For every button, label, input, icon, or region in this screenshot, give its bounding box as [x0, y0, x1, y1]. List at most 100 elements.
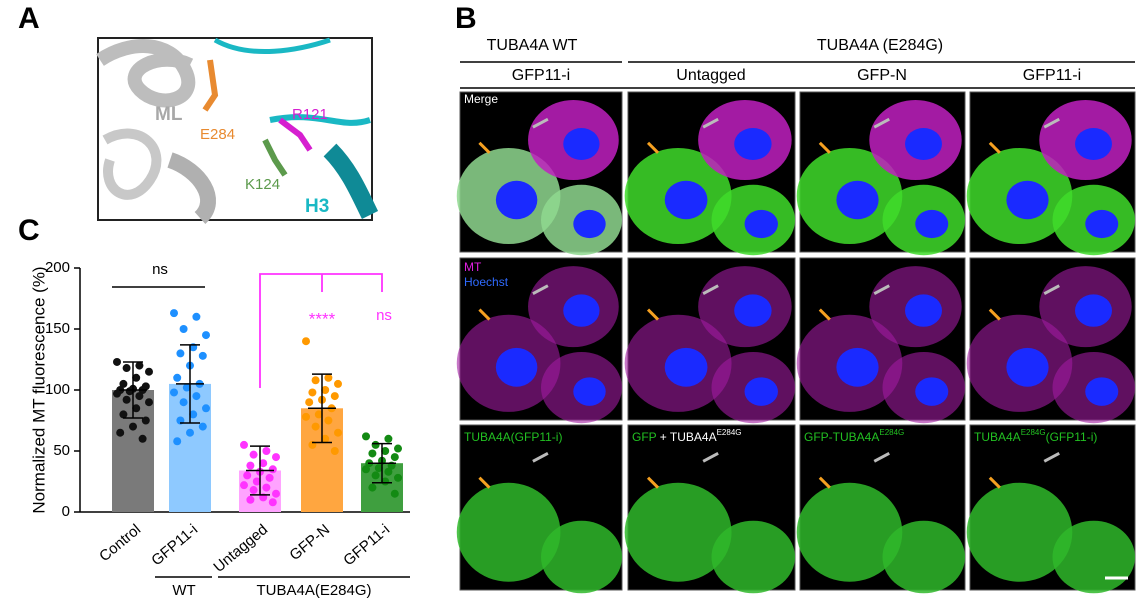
panel-label: B	[455, 2, 477, 35]
nucleus	[744, 377, 778, 406]
arrow	[988, 141, 1001, 154]
data-point	[259, 459, 268, 468]
arrow	[478, 476, 491, 489]
data-point	[265, 473, 274, 482]
data-point	[240, 481, 248, 490]
data-point	[311, 422, 320, 431]
data-point	[272, 453, 280, 462]
data-point	[321, 434, 330, 443]
arrow	[532, 451, 549, 463]
nucleus	[905, 294, 942, 327]
group-label: TUBA4A(E284G)	[256, 582, 371, 599]
arrow	[1043, 284, 1060, 295]
data-point	[390, 489, 399, 498]
arrow	[478, 141, 491, 154]
arrow	[873, 284, 890, 295]
structure-label: E284	[200, 126, 235, 143]
annotation: ****	[309, 309, 336, 328]
arrow	[1043, 451, 1060, 463]
nucleus	[495, 180, 538, 220]
arrow	[532, 117, 549, 129]
data-point	[381, 447, 390, 455]
nucleus	[1006, 347, 1049, 387]
group-header: TUBA4A (E284G)	[817, 37, 943, 54]
data-point	[240, 440, 248, 449]
x-tick-label: GFP11-i	[340, 521, 393, 569]
x-tick-label: Untagged	[210, 521, 271, 576]
label-part: E284G	[1021, 428, 1046, 437]
cell	[882, 520, 965, 594]
cells	[966, 482, 1135, 594]
column-header: GFP-N	[857, 67, 907, 84]
channel-label: TUBA4A(GFP11-i)	[464, 430, 562, 444]
micrograph-labels: Merge MT Hoechst TUBA4A(GFP11-i) GFP + T…	[464, 92, 1097, 444]
label-part: + TUBA4A	[656, 430, 716, 444]
data-point	[249, 450, 258, 459]
structure-label: H3	[305, 196, 329, 217]
data-point	[394, 473, 402, 482]
cells	[456, 482, 622, 594]
nucleus	[664, 180, 708, 220]
cells	[796, 100, 965, 256]
data-point	[141, 416, 150, 425]
data-point	[384, 434, 393, 443]
data-point	[324, 416, 333, 425]
data-point	[173, 437, 182, 446]
cells	[966, 266, 1135, 424]
arrow	[702, 451, 719, 463]
label-part: GFP	[632, 430, 657, 444]
data-point	[202, 404, 210, 413]
cells	[796, 266, 965, 424]
data-point	[132, 404, 141, 413]
nucleus	[573, 377, 606, 406]
data-point	[311, 376, 320, 385]
data-point	[122, 395, 131, 404]
data-point	[243, 471, 252, 480]
nucleus	[1075, 128, 1112, 160]
data-point	[368, 449, 377, 458]
label-part: TUBA4A(GFP11-i)	[464, 430, 562, 444]
data-point	[368, 483, 377, 492]
x-tick-label: GFP-N	[286, 521, 333, 564]
annotation: ns	[376, 307, 392, 324]
data-point	[330, 447, 339, 455]
data-point	[246, 461, 255, 470]
data-point	[262, 447, 271, 455]
data-point	[302, 412, 310, 421]
data-point	[302, 337, 310, 346]
label-part: GFP-TUBA4A	[804, 430, 879, 444]
data-point	[138, 434, 147, 443]
data-point	[179, 398, 188, 407]
cell	[1052, 520, 1135, 594]
y-tick-label: 150	[45, 320, 70, 337]
column-header: GFP11-i	[1023, 67, 1081, 84]
data-point	[330, 392, 339, 401]
data-point	[119, 410, 128, 419]
data-point	[314, 410, 323, 419]
arrow	[646, 476, 660, 489]
arrow	[873, 117, 890, 129]
arrow	[1043, 117, 1060, 129]
data-point	[381, 477, 390, 486]
data-point	[135, 392, 144, 401]
data-point	[113, 389, 121, 398]
structure-label: K124	[245, 176, 280, 193]
y-tick-label: 50	[53, 442, 70, 459]
data-point	[176, 349, 185, 358]
label-part: E284G	[717, 428, 742, 437]
channel-label: Hoechst	[464, 275, 509, 289]
data-point	[186, 428, 194, 437]
cell	[541, 520, 622, 594]
nucleus	[915, 209, 949, 239]
column-header: GFP11-i	[512, 67, 570, 84]
y-tick-label: 100	[45, 381, 70, 398]
label-part: (GFP11-i)	[1046, 430, 1098, 444]
channel-label: GFP-TUBA4AE284G	[804, 428, 904, 444]
data-point	[272, 489, 280, 498]
data-point	[125, 387, 134, 396]
nucleus	[744, 209, 778, 239]
data-point	[170, 309, 178, 318]
data-point	[116, 428, 125, 437]
group-label: WT	[172, 582, 195, 599]
structure-label: R121	[292, 106, 328, 123]
